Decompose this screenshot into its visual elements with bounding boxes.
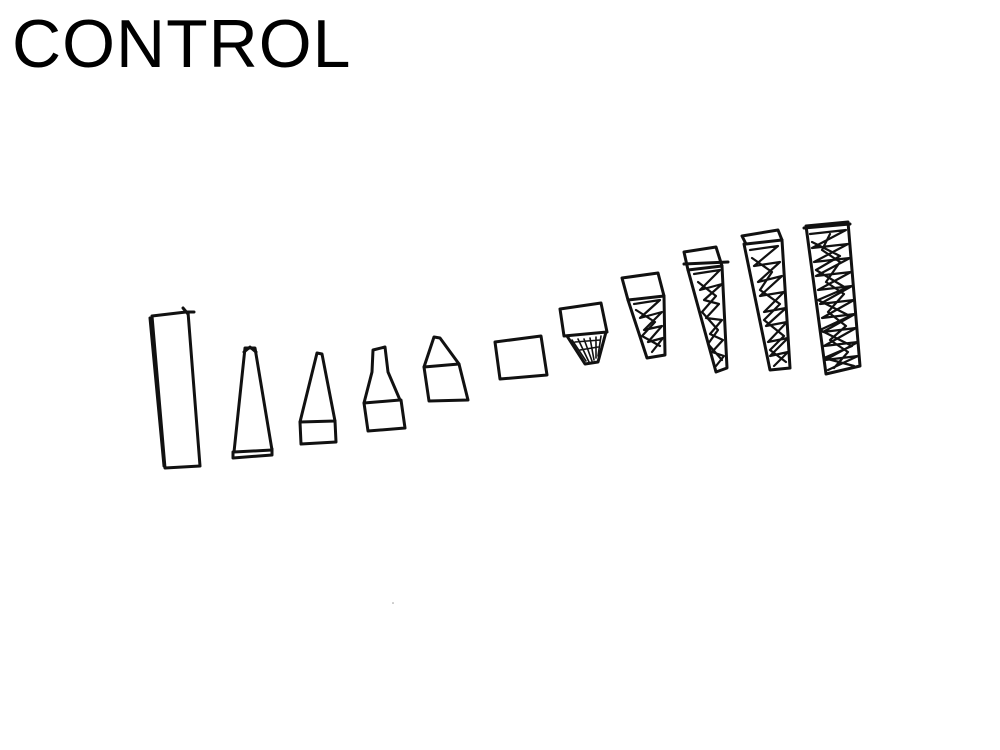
stage-8-square-on-scribbled-trapezoid [620,271,667,360]
stage-11-scribbled-rectangle [802,220,862,376]
stage-3-triangle-on-square [298,351,338,446]
stage-1-tall-rectangle [148,306,202,470]
stage-5-short-peak-on-square [422,335,470,403]
speck-mark [392,602,394,604]
stage-6-square [493,334,549,381]
stage-4-narrow-peak-on-square [362,345,407,433]
stage-2-tall-triangle [231,345,274,460]
page-title: CONTROL [12,6,352,82]
stage-9-square-on-scribbled-triangle [682,245,730,374]
stage-10-square-on-tall-scribbled-trapezoid [740,228,792,372]
stage-7-square-on-hatched-trapezoid [558,301,609,366]
